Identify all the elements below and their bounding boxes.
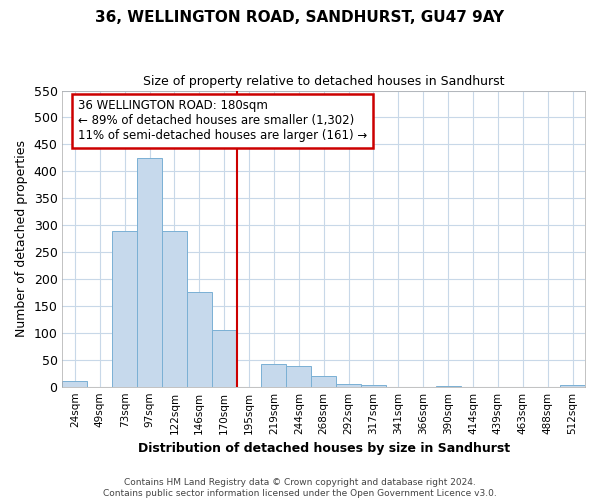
Text: Contains HM Land Registry data © Crown copyright and database right 2024.
Contai: Contains HM Land Registry data © Crown c… bbox=[103, 478, 497, 498]
X-axis label: Distribution of detached houses by size in Sandhurst: Distribution of detached houses by size … bbox=[137, 442, 510, 455]
Bar bbox=[286, 366, 311, 386]
Text: 36, WELLINGTON ROAD, SANDHURST, GU47 9AY: 36, WELLINGTON ROAD, SANDHURST, GU47 9AY bbox=[95, 10, 505, 25]
Bar bbox=[336, 384, 361, 386]
Bar bbox=[112, 230, 137, 386]
Bar bbox=[212, 330, 236, 386]
Bar bbox=[361, 385, 386, 386]
Bar bbox=[262, 364, 286, 386]
Title: Size of property relative to detached houses in Sandhurst: Size of property relative to detached ho… bbox=[143, 75, 505, 88]
Bar bbox=[137, 158, 162, 386]
Text: 36 WELLINGTON ROAD: 180sqm
← 89% of detached houses are smaller (1,302)
11% of s: 36 WELLINGTON ROAD: 180sqm ← 89% of deta… bbox=[78, 100, 367, 142]
Bar bbox=[187, 292, 212, 386]
Bar bbox=[560, 385, 585, 386]
Y-axis label: Number of detached properties: Number of detached properties bbox=[15, 140, 28, 337]
Bar bbox=[162, 230, 187, 386]
Bar bbox=[62, 382, 88, 386]
Bar bbox=[311, 376, 336, 386]
